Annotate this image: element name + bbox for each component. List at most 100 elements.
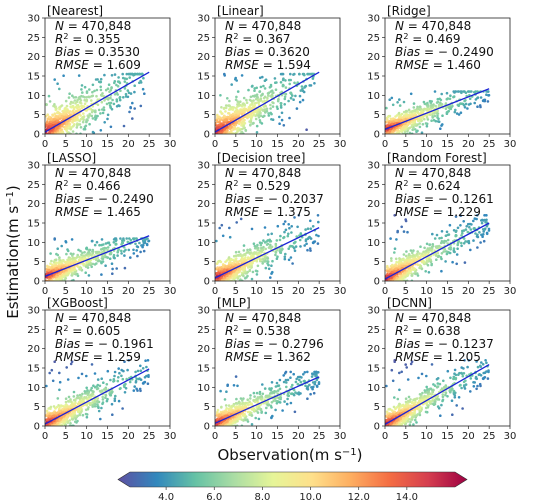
x-tick-label: 0 xyxy=(212,139,218,150)
scatter-point xyxy=(116,379,120,383)
scatter-point xyxy=(287,223,291,226)
scatter-point xyxy=(95,385,98,388)
scatter-point xyxy=(219,123,223,126)
scatter-point xyxy=(397,265,401,269)
scatter-point xyxy=(228,235,232,239)
scatter-point xyxy=(126,240,130,244)
y-tick-label: 30 xyxy=(27,306,40,317)
scatter-point xyxy=(91,109,94,112)
scatter-point xyxy=(55,115,58,119)
scatter-point xyxy=(71,101,75,104)
y-tick-label: 0 xyxy=(204,277,210,288)
scatter-point xyxy=(80,84,84,87)
scatter-point xyxy=(141,382,145,385)
scatter-point xyxy=(74,102,77,105)
scatter-point xyxy=(52,260,56,264)
scatter-point xyxy=(112,256,116,260)
scatter-point xyxy=(254,269,258,273)
scatter-point xyxy=(81,120,85,124)
scatter-point xyxy=(419,264,423,268)
scatter-point xyxy=(306,248,309,252)
scatter-point xyxy=(75,126,79,129)
x-tick-label: 10 xyxy=(80,139,93,150)
scatter-point xyxy=(402,100,406,104)
scatter-point xyxy=(235,95,238,99)
scatter-point xyxy=(226,97,229,100)
scatter-point xyxy=(85,261,89,264)
scatter-point xyxy=(62,115,66,119)
stat-bias: Bias = − 0.1261 xyxy=(395,192,494,206)
scatter-point xyxy=(252,121,255,125)
scatter-point xyxy=(264,104,268,108)
scatter-point xyxy=(263,95,267,99)
scatter-point xyxy=(239,217,243,221)
scatter-point xyxy=(402,264,406,268)
scatter-point xyxy=(255,86,258,90)
scatter-point xyxy=(227,112,231,115)
x-tick-label: 30 xyxy=(334,286,347,297)
scatter-point xyxy=(104,88,108,92)
scatter-point xyxy=(65,418,69,421)
scatter-point xyxy=(253,113,256,117)
y-tick-label: 20 xyxy=(27,199,40,210)
x-tick-label: 0 xyxy=(382,286,388,297)
scatter-point xyxy=(66,109,70,112)
scatter-point xyxy=(283,103,287,106)
scatter-point xyxy=(85,90,89,93)
scatter-point xyxy=(418,252,421,255)
scatter-point xyxy=(97,409,101,413)
y-tick-label: 10 xyxy=(367,238,380,249)
scatter-point xyxy=(116,254,119,257)
scatter-point xyxy=(239,259,242,263)
scatter-point xyxy=(88,114,92,117)
scatter-point xyxy=(455,253,459,256)
scatter-point xyxy=(222,107,226,110)
scatter-point xyxy=(234,264,237,268)
scatter-point xyxy=(100,273,103,276)
scatter-point xyxy=(395,274,399,278)
scatter-points xyxy=(385,214,491,281)
scatter-point xyxy=(140,72,144,76)
scatter-point xyxy=(414,128,417,131)
scatter-point xyxy=(132,252,136,255)
scatter-point xyxy=(116,84,120,88)
scatter-point xyxy=(107,83,111,86)
scatter-point xyxy=(459,214,463,217)
scatter-point xyxy=(68,419,71,422)
scatter-point xyxy=(71,120,74,124)
scatter-point xyxy=(476,214,479,217)
x-tick-label: 5 xyxy=(233,139,239,150)
y-tick-label: 20 xyxy=(27,344,40,355)
scatter-point xyxy=(50,259,53,263)
scatter-point xyxy=(98,384,102,388)
scatter-point xyxy=(283,230,286,234)
scatter-point xyxy=(283,257,287,261)
scatter-point xyxy=(95,258,98,262)
scatter-point xyxy=(463,106,467,109)
scatter-point xyxy=(402,110,406,114)
scatter-point xyxy=(120,374,123,378)
panel-title: [LASSO] xyxy=(47,151,96,165)
scatter-point xyxy=(105,383,109,386)
y-tick-label: 15 xyxy=(27,72,40,83)
scatter-point xyxy=(455,112,459,115)
regression-line xyxy=(384,88,490,130)
x-tick-label: 20 xyxy=(462,139,475,150)
scatter-point xyxy=(74,96,78,99)
scatter-point xyxy=(431,116,435,119)
scatter-point xyxy=(431,232,434,236)
scatter-point xyxy=(113,80,117,83)
scatter-point xyxy=(398,98,401,101)
scatter-point xyxy=(91,252,95,255)
scatter-point xyxy=(440,257,443,261)
scatter-point xyxy=(452,95,456,98)
scatter-point xyxy=(261,248,265,252)
scatter-point xyxy=(292,246,296,250)
scatter-point xyxy=(221,234,225,238)
scatter-point xyxy=(103,121,106,124)
scatter-point xyxy=(400,129,403,133)
scatter-point xyxy=(433,112,436,115)
scatter-point xyxy=(265,240,268,243)
scatter-point xyxy=(414,270,417,274)
scatter-point xyxy=(386,270,389,273)
